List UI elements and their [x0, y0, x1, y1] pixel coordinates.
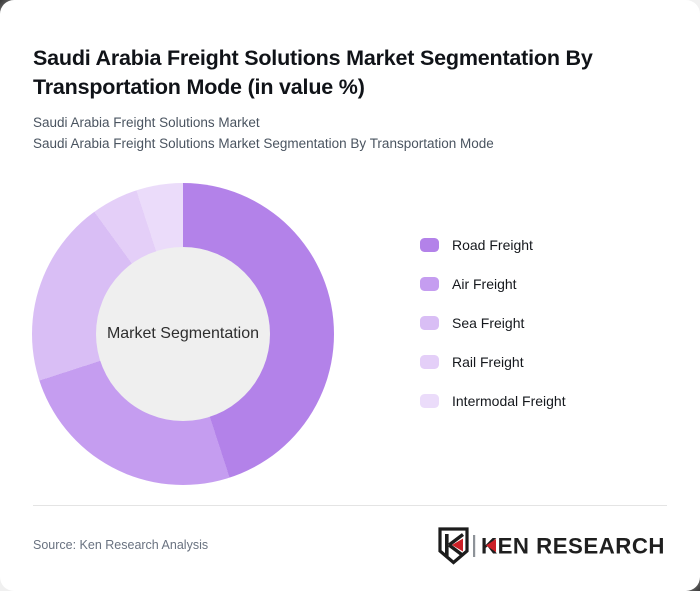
legend-item-sea-freight[interactable]: Sea Freight [420, 314, 566, 331]
logo-separator [473, 535, 476, 557]
legend-label: Intermodal Freight [452, 392, 566, 409]
legend-swatch [420, 393, 439, 408]
chart-subtitle-line2: Saudi Arabia Freight Solutions Market Se… [33, 136, 494, 151]
legend-label: Sea Freight [452, 314, 525, 331]
source-text: Source: Ken Research Analysis [33, 538, 209, 552]
shield-red-triangle [452, 538, 463, 552]
logo-text: KEN RESEARCH [481, 534, 665, 559]
donut-center-label: Market Segmentation [106, 325, 260, 342]
legend-swatch [420, 315, 439, 330]
chart-legend: Road Freight Air Freight Sea Freight Rai… [420, 236, 566, 409]
footer-divider [33, 505, 667, 506]
legend-label: Rail Freight [452, 353, 524, 370]
legend-item-intermodal-freight[interactable]: Intermodal Freight [420, 392, 566, 409]
donut-hole: Market Segmentation [96, 247, 270, 421]
ken-research-logo: KEN RESEARCH [438, 527, 665, 565]
legend-item-road-freight[interactable]: Road Freight [420, 236, 566, 253]
legend-swatch [420, 276, 439, 291]
legend-label: Air Freight [452, 275, 517, 292]
legend-swatch [420, 354, 439, 369]
legend-swatch [420, 237, 439, 252]
legend-label: Road Freight [452, 236, 533, 253]
chart-subtitle-line1: Saudi Arabia Freight Solutions Market [33, 115, 260, 130]
chart-subtitles: Saudi Arabia Freight Solutions Market Sa… [33, 112, 663, 154]
chart-title: Saudi Arabia Freight Solutions Market Se… [33, 46, 593, 100]
ken-research-shield-icon [438, 527, 469, 565]
legend-item-rail-freight[interactable]: Rail Freight [420, 353, 566, 370]
logo-text-red-triangle [486, 539, 496, 552]
donut-chart[interactable]: Market Segmentation [32, 183, 334, 485]
legend-item-air-freight[interactable]: Air Freight [420, 275, 566, 292]
